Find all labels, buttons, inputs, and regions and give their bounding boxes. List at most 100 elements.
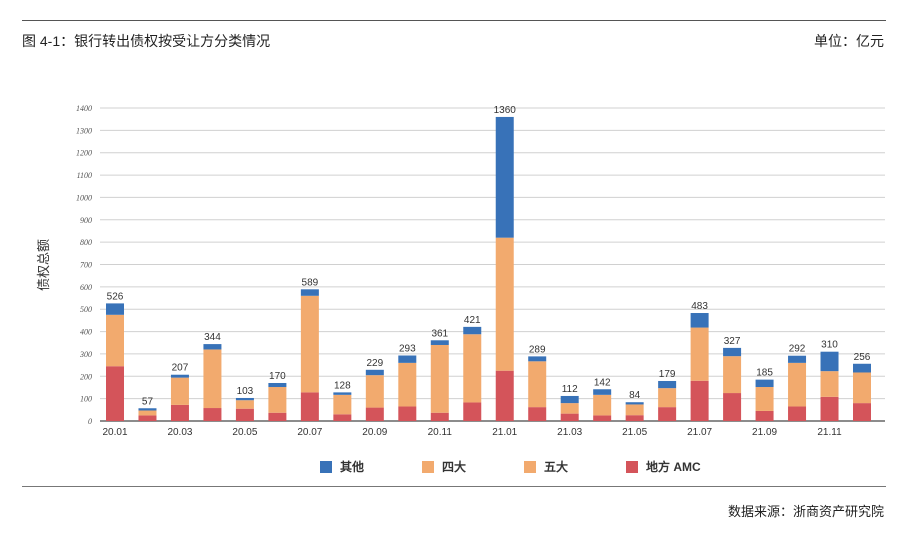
x-tick-label: 20.11 [428, 427, 453, 438]
bar-segment [398, 355, 417, 363]
bar-segment [365, 407, 384, 421]
y-tick-label: 900 [80, 216, 92, 225]
total-data-label: 327 [724, 336, 741, 347]
bar-segment [690, 313, 709, 328]
y-tick-label: 300 [79, 350, 92, 359]
total-data-label: 185 [756, 368, 773, 379]
bar-segment [235, 397, 254, 401]
total-data-label: 112 [562, 384, 578, 395]
bar-segment [268, 387, 287, 413]
bar-segment [106, 366, 124, 421]
bar-segment [463, 334, 482, 403]
legend-swatch [320, 460, 332, 473]
x-tick-label: 20.03 [167, 427, 192, 438]
total-data-label: 361 [431, 328, 448, 339]
y-tick-label: 1100 [77, 171, 92, 180]
bar-segment [593, 394, 612, 416]
bar-segment [203, 344, 222, 350]
bar-segment [788, 362, 807, 407]
total-data-label: 103 [237, 386, 254, 397]
bar-segment [788, 406, 807, 421]
total-data-label: 310 [821, 340, 838, 351]
bar-segment [560, 395, 579, 404]
y-tick-label: 1300 [76, 126, 92, 135]
x-tick-label: 20.07 [297, 427, 322, 438]
bar-segment [235, 408, 254, 421]
bar-segment [495, 116, 514, 238]
bar-segment [300, 392, 319, 421]
total-data-label: 57 [142, 396, 154, 407]
bar-segment [495, 237, 514, 371]
bar-segment [853, 403, 871, 421]
y-tick-label: 1200 [76, 149, 92, 158]
y-axis-label: 债权总额 [36, 239, 51, 291]
bar-segment [593, 389, 612, 395]
bar-segment [755, 379, 774, 388]
bar-segment [560, 403, 579, 414]
legend-swatch [422, 460, 434, 473]
bar-segment [463, 326, 482, 335]
bar-segment [528, 356, 547, 362]
bar-segment [788, 355, 807, 363]
legend-label: 地方 AMC [646, 460, 701, 474]
bar-segment [853, 372, 871, 404]
total-data-label: 526 [107, 291, 124, 302]
bar-segment [820, 396, 839, 421]
y-tick-label: 500 [80, 305, 92, 314]
total-data-label: 142 [594, 377, 611, 388]
legend-label: 四大 [442, 460, 467, 474]
legend-swatch [626, 460, 638, 473]
total-data-label: 1360 [494, 105, 517, 116]
y-tick-label: 1400 [76, 104, 92, 113]
bar-segment [203, 349, 222, 409]
total-data-label: 293 [399, 343, 416, 354]
top-rule [22, 20, 886, 21]
figure-title: 图 4-1：银行转出债权按受让方分类情况 [22, 33, 271, 49]
legend: 其他 四大 五大 地方 AMC [320, 458, 728, 475]
x-tick-label: 20.05 [232, 427, 257, 438]
bar-segment [300, 295, 319, 393]
bar-segment [170, 377, 189, 405]
bottom-rule [22, 486, 886, 487]
legend-item: 四大 [422, 458, 524, 475]
bar-segment [690, 380, 709, 421]
total-data-label: 207 [172, 363, 189, 374]
bar-segment [658, 407, 677, 421]
total-data-label: 256 [854, 352, 871, 363]
total-data-label: 170 [269, 371, 286, 382]
x-tick-label: 21.07 [687, 427, 712, 438]
bar-segment [203, 408, 222, 421]
legend-item: 其他 [320, 458, 422, 475]
bar-segment [138, 408, 157, 411]
bar-segment [625, 402, 644, 405]
bar-segment [820, 371, 839, 397]
total-data-label: 483 [691, 301, 708, 312]
x-tick-label: 21.09 [752, 427, 777, 438]
total-data-label: 179 [659, 369, 676, 380]
bar-segment [723, 356, 742, 394]
bar-segment [560, 413, 579, 421]
y-tick-label: 600 [80, 283, 92, 292]
legend-label: 五大 [544, 460, 569, 474]
y-tick-label: 200 [80, 372, 92, 381]
bar-segment [365, 369, 384, 376]
bar-segment [268, 412, 287, 421]
bar-segment [106, 303, 124, 315]
y-tick-label: 1000 [76, 193, 92, 202]
bar-segment [398, 406, 417, 421]
total-data-label: 84 [629, 390, 641, 401]
x-tick-label: 21.03 [557, 427, 582, 438]
bar-segment [853, 363, 871, 373]
x-tick-label: 20.01 [102, 427, 127, 438]
y-tick-label: 700 [80, 261, 92, 270]
bar-segment [106, 314, 124, 367]
bar-segment [658, 388, 677, 408]
bar-segment [333, 394, 352, 415]
bar-segment [755, 387, 774, 411]
source-note: 数据来源：浙商资产研究院 [727, 504, 884, 519]
bar-segment [723, 393, 742, 421]
bar-segment [430, 412, 449, 421]
total-data-label: 292 [789, 344, 806, 355]
bar-segment [235, 400, 254, 409]
